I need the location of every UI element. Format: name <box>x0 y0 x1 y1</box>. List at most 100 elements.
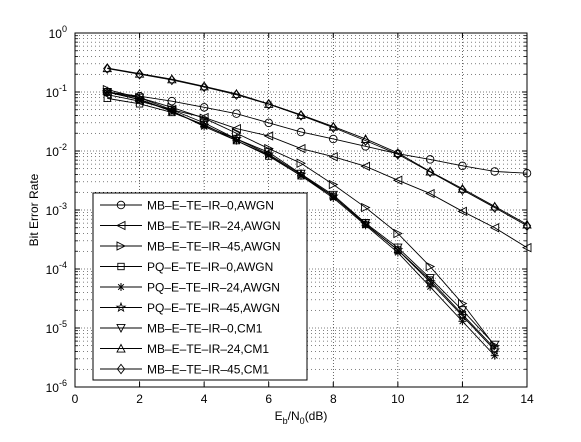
minor-grid <box>75 35 527 370</box>
data-point <box>425 274 435 284</box>
data-point <box>232 89 241 101</box>
legend-entry: MB–E–TE–IR–24,AWGN <box>100 219 281 233</box>
legend-marker <box>116 241 127 251</box>
x-tick-label: 12 <box>456 392 470 406</box>
legend-marker <box>115 220 126 231</box>
data-point <box>457 306 468 316</box>
data-point <box>489 223 500 233</box>
legend-entry: MB–E–TE–IR–0,AWGN <box>100 199 274 213</box>
data-point <box>232 109 241 118</box>
data-point <box>393 243 403 253</box>
legend-label: MB–E–TE–IR–45,CM1 <box>147 363 269 377</box>
legend-label: PQ–E–TE–IR–24,AWGN <box>147 281 280 295</box>
y-tick-label: 10-3 <box>46 201 67 218</box>
legend-marker <box>116 363 126 375</box>
data-point <box>425 155 435 164</box>
series-line <box>107 68 528 227</box>
x-tick-label: 10 <box>391 392 405 406</box>
legend-entry: PQ–E–TE–IR–0,AWGN <box>100 260 273 274</box>
data-point <box>134 68 145 78</box>
data-point <box>135 68 144 80</box>
legend-label: MB–E–TE–IR–45,AWGN <box>147 240 281 254</box>
y-tick-label: 100 <box>49 24 67 41</box>
legend-marker <box>117 262 125 271</box>
data-point <box>425 166 435 178</box>
x-tick-label: 14 <box>520 392 534 406</box>
data-point <box>328 179 339 190</box>
data-point <box>458 161 467 171</box>
data-point <box>328 151 338 162</box>
data-point <box>393 148 403 160</box>
y-tick-label: 10-5 <box>46 319 67 336</box>
series-2 <box>102 89 532 253</box>
legend-marker <box>117 283 125 291</box>
x-axis-label-mid: /N <box>288 409 300 423</box>
data-point <box>102 63 113 73</box>
data-point <box>231 134 242 144</box>
legend: MB–E–TE–IR–0,AWGN MB–E–TE–IR–24,AWGN MB–E–… <box>92 192 308 381</box>
legend-label: MB–E–TE–IR–0,AWGN <box>147 199 274 213</box>
y-axis-label: Bit Error Rate <box>27 173 41 246</box>
legend-label: MB–E–TE–IR–24,CM1 <box>147 342 269 356</box>
series-layer <box>101 63 532 360</box>
data-point <box>329 134 338 144</box>
data-point <box>489 340 500 350</box>
series-1 <box>103 87 532 178</box>
x-axis-label-sub-0: 0 <box>300 416 305 426</box>
data-point <box>296 158 307 168</box>
data-point <box>231 123 241 134</box>
x-tick-label: 6 <box>265 392 272 406</box>
data-point <box>295 143 306 154</box>
series-9 <box>103 63 532 232</box>
y-tick-label: 10-6 <box>46 378 67 395</box>
data-point <box>199 81 209 93</box>
legend-marker <box>116 323 126 333</box>
data-point <box>167 105 177 115</box>
data-point <box>296 169 306 179</box>
data-point <box>457 298 468 309</box>
data-point <box>296 127 306 137</box>
series-line <box>107 94 528 249</box>
data-point <box>263 131 274 141</box>
x-tick-label: 0 <box>72 392 79 406</box>
data-point <box>167 74 177 86</box>
legend-entry: PQ–E–TE–IR–24,AWGN <box>100 281 280 295</box>
x-axis-label: Eb/N0(dB) <box>275 409 328 426</box>
data-point <box>457 206 467 217</box>
y-tick-label: 10-4 <box>46 260 67 277</box>
data-point <box>458 184 467 196</box>
legend-entry: MB–E–TE–IR–24,CM1 <box>100 342 269 356</box>
x-axis-label-base: E <box>275 409 283 423</box>
data-point <box>425 261 436 272</box>
x-axis-label-sub-b: b <box>283 416 288 426</box>
legend-label: PQ–E–TE–IR–0,AWGN <box>147 260 273 274</box>
legend-entry: MB–E–TE–IR–45,CM1 <box>100 363 269 377</box>
data-point <box>199 118 209 128</box>
y-tick-label: 10-1 <box>46 83 67 100</box>
asterisk-stroke <box>117 283 125 291</box>
data-point <box>360 219 371 229</box>
x-tick-label: 2 <box>136 392 143 406</box>
tick-labels: 0 2 4 6 8 10 12 14 100 10-1 10-2 10-3 10-4 10-5 10-6 <box>46 24 534 406</box>
legend-entry: MB–E–TE–IR–45,AWGN <box>100 240 281 254</box>
y-tick-label: 10-2 <box>46 142 67 159</box>
data-point <box>167 74 177 84</box>
data-point <box>263 148 274 158</box>
data-point <box>361 202 371 213</box>
data-point <box>264 98 273 110</box>
x-tick-label: 8 <box>330 392 337 406</box>
legend-entry: MB–E–TE–IR–0,CM1 <box>100 322 263 336</box>
legend-entry: PQ–E–TE–IR–45,AWGN <box>100 301 280 315</box>
series-line <box>107 67 528 225</box>
data-point <box>264 118 273 128</box>
data-point <box>329 122 338 133</box>
x-tick-label: 4 <box>201 392 208 406</box>
data-point <box>296 110 306 121</box>
data-point <box>103 63 112 74</box>
data-point <box>425 188 435 199</box>
legend-label: PQ–E–TE–IR–45,AWGN <box>147 301 280 315</box>
axes <box>74 32 528 388</box>
data-point <box>490 202 499 213</box>
